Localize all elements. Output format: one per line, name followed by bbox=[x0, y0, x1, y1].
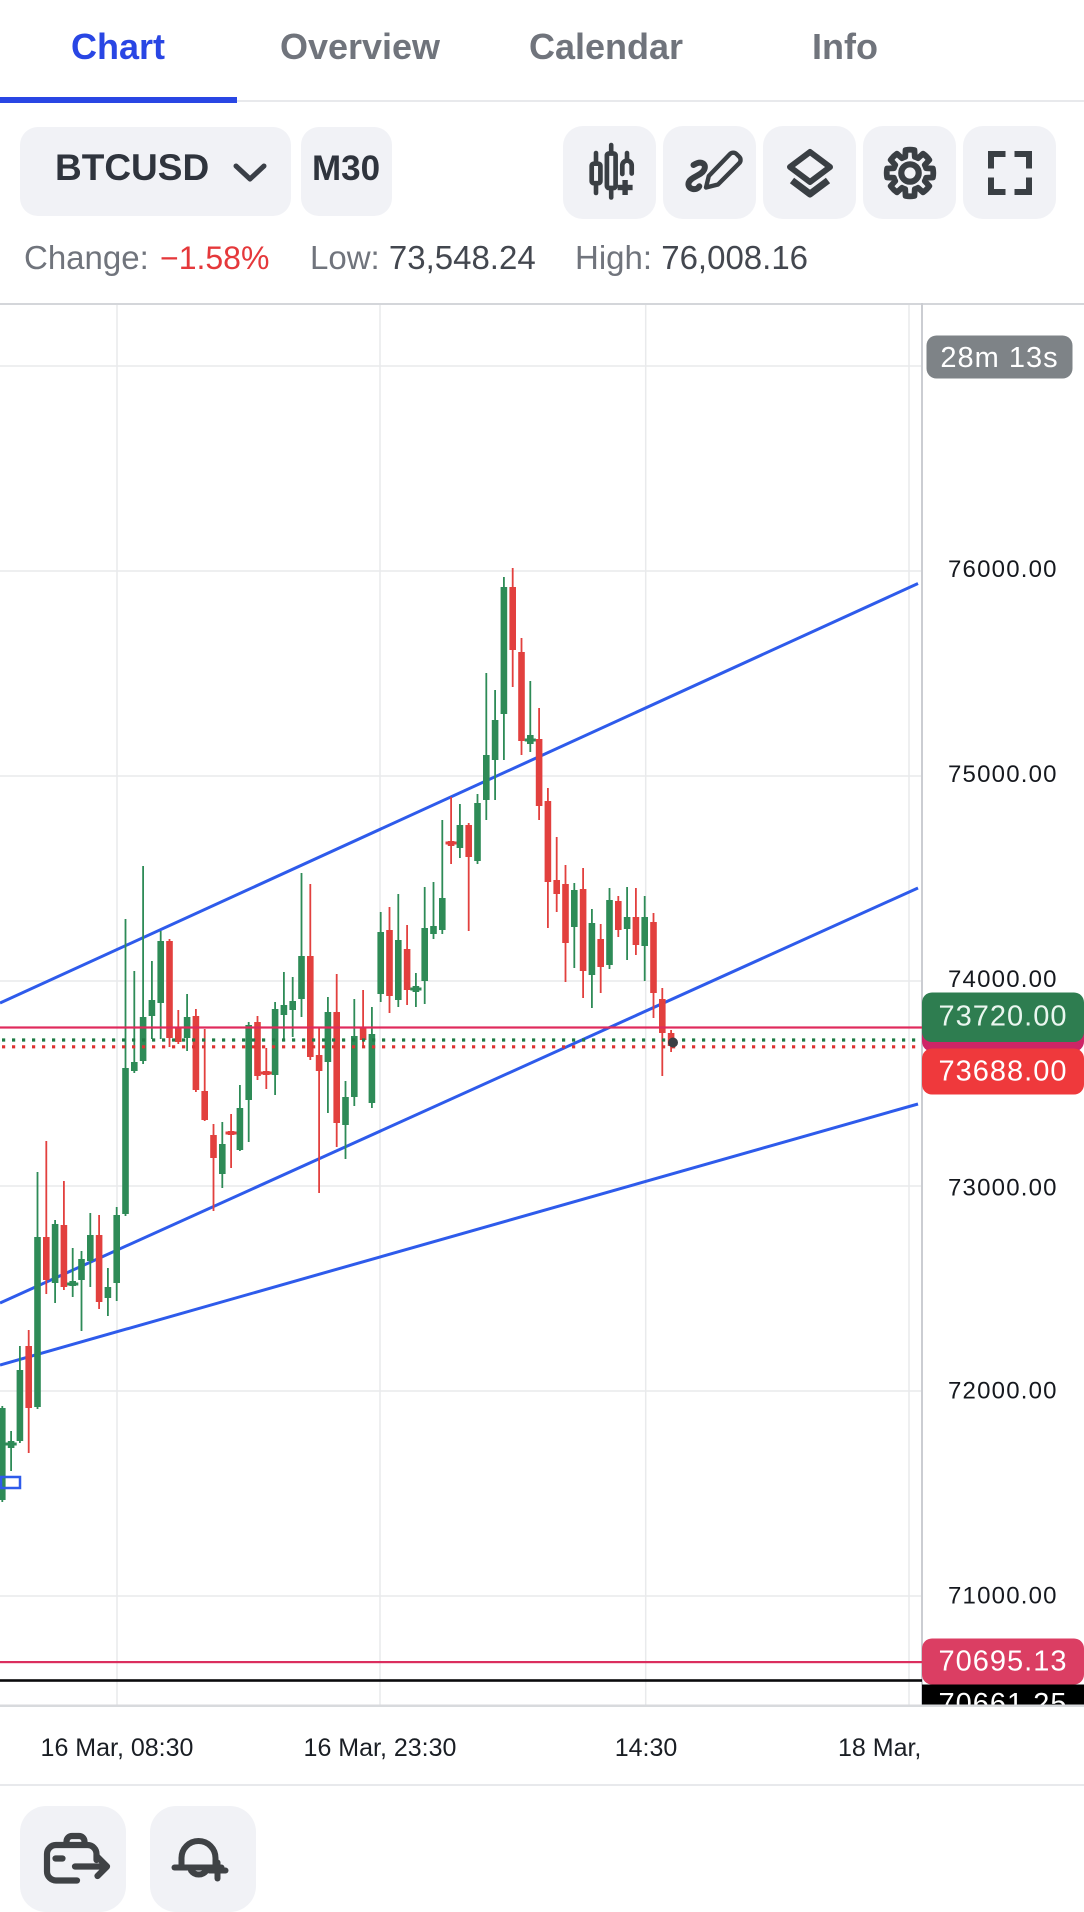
svg-text:74000.00: 74000.00 bbox=[948, 966, 1058, 993]
svg-text:75000.00: 75000.00 bbox=[948, 761, 1058, 788]
svg-text:73720.00: 73720.00 bbox=[939, 1001, 1068, 1033]
svg-text:70661.25: 70661.25 bbox=[939, 1688, 1068, 1707]
svg-text:72000.00: 72000.00 bbox=[948, 1378, 1058, 1405]
svg-text:28m 13s: 28m 13s bbox=[940, 342, 1058, 374]
svg-text:73000.00: 73000.00 bbox=[948, 1175, 1058, 1202]
svg-text:71000.00: 71000.00 bbox=[948, 1583, 1058, 1610]
svg-text:76000.00: 76000.00 bbox=[948, 556, 1058, 583]
svg-text:70695.13: 70695.13 bbox=[939, 1646, 1068, 1678]
svg-text:73688.00: 73688.00 bbox=[939, 1056, 1068, 1088]
